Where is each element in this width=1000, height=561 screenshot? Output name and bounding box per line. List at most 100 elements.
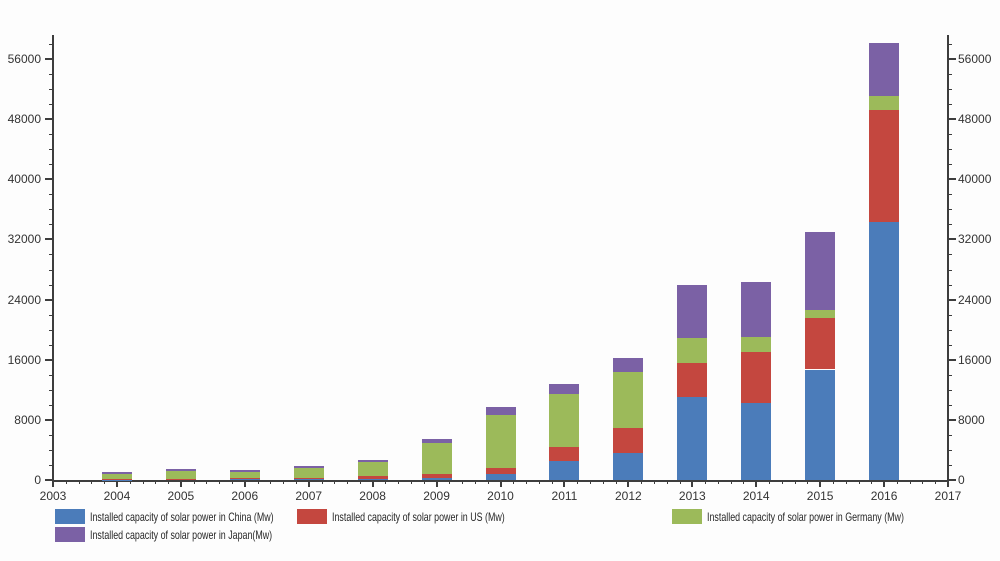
bar-segment-japan-2009 bbox=[421, 439, 452, 443]
x-major-tick bbox=[627, 480, 630, 487]
x-tick-label: 2004 bbox=[103, 489, 131, 503]
x-minor-tick bbox=[807, 480, 809, 484]
x-major-tick bbox=[243, 480, 246, 487]
y-minor-tick-right bbox=[948, 344, 952, 346]
y-minor-tick-left bbox=[49, 224, 53, 226]
y-axis-left bbox=[52, 35, 54, 482]
bar-segment-germany-2011 bbox=[549, 393, 580, 448]
x-tick-label: 2009 bbox=[423, 489, 450, 503]
y-minor-tick-right bbox=[948, 404, 952, 406]
y-minor-tick-right bbox=[948, 329, 952, 331]
bar-segment-germany-2015 bbox=[805, 309, 836, 319]
y-tick-label-left: 16000 bbox=[7, 352, 41, 367]
bar-segment-china-2007 bbox=[293, 479, 324, 480]
y-tick-label-right: 32000 bbox=[958, 232, 992, 247]
y-minor-tick-right bbox=[948, 269, 952, 271]
bar-segment-germany-2006 bbox=[229, 471, 260, 479]
y-tick-label-right: 24000 bbox=[958, 292, 992, 307]
y-tick-label-left: 56000 bbox=[7, 52, 41, 67]
bar-segment-japan-2004 bbox=[101, 471, 132, 474]
x-minor-tick bbox=[168, 480, 170, 484]
x-major-tick bbox=[499, 480, 502, 487]
bar-segment-us-2011 bbox=[549, 447, 580, 462]
bar-segment-germany-2014 bbox=[741, 336, 772, 353]
y-tick-label-right: 40000 bbox=[958, 172, 992, 187]
y-tick-label-right: 8000 bbox=[958, 412, 985, 427]
x-minor-tick bbox=[91, 480, 93, 484]
bar-segment-china-2009 bbox=[421, 477, 452, 480]
x-major-tick bbox=[307, 480, 310, 487]
x-minor-tick bbox=[935, 480, 937, 484]
y-minor-tick-right bbox=[948, 194, 952, 196]
bar-segment-us-2016 bbox=[869, 109, 900, 223]
y-minor-tick-left bbox=[49, 269, 53, 271]
x-minor-tick bbox=[832, 480, 834, 484]
x-minor-tick bbox=[679, 480, 681, 484]
x-tick-label: 2006 bbox=[231, 489, 259, 503]
x-minor-tick bbox=[794, 480, 796, 484]
y-minor-tick-left bbox=[49, 449, 53, 451]
x-minor-tick bbox=[142, 480, 144, 484]
x-minor-tick bbox=[871, 480, 873, 484]
x-minor-tick bbox=[769, 480, 770, 484]
bar-segment-germany-2009 bbox=[421, 442, 452, 475]
x-major-tick bbox=[819, 480, 822, 487]
x-tick-label: 2005 bbox=[167, 489, 195, 503]
bar-segment-us-2009 bbox=[421, 474, 452, 478]
y-minor-tick-right bbox=[948, 149, 952, 151]
x-minor-tick bbox=[590, 480, 591, 484]
x-tick-label: 2014 bbox=[742, 489, 770, 503]
y-minor-tick-right bbox=[948, 434, 952, 436]
x-minor-tick bbox=[398, 480, 400, 484]
x-minor-tick bbox=[896, 480, 898, 484]
y-minor-tick-right bbox=[948, 104, 952, 106]
legend-label-china: Installed capacity of solar power in Chi… bbox=[90, 510, 274, 524]
x-major-tick bbox=[115, 480, 118, 487]
y-tick-label-left: 8000 bbox=[14, 412, 41, 427]
y-minor-tick-left bbox=[49, 104, 53, 106]
bar-segment-us-2004 bbox=[101, 478, 132, 480]
bar-segment-germany-2013 bbox=[677, 338, 708, 364]
x-minor-tick bbox=[385, 480, 387, 484]
legend-label-us: Installed capacity of solar power in US … bbox=[332, 510, 505, 524]
x-minor-tick bbox=[334, 480, 336, 484]
bar-segment-us-2010 bbox=[485, 468, 516, 475]
x-minor-tick bbox=[487, 480, 489, 484]
bar-segment-us-2015 bbox=[805, 318, 836, 370]
y-tick-label-right: 16000 bbox=[958, 352, 992, 367]
y-major-tick-left bbox=[45, 479, 53, 481]
x-minor-tick bbox=[257, 480, 259, 484]
x-major-tick bbox=[371, 480, 374, 487]
bar-segment-us-2006 bbox=[229, 478, 260, 480]
x-minor-tick bbox=[219, 480, 221, 484]
bar-segment-us-2005 bbox=[165, 478, 196, 480]
x-minor-tick bbox=[104, 480, 106, 484]
x-minor-tick bbox=[411, 480, 412, 484]
y-tick-label-left: 0 bbox=[34, 473, 41, 487]
y-major-tick-left bbox=[45, 238, 53, 241]
bar-segment-china-2005 bbox=[165, 479, 196, 480]
x-minor-tick bbox=[922, 480, 924, 484]
x-minor-tick bbox=[730, 480, 732, 484]
y-minor-tick-left bbox=[49, 44, 53, 46]
x-major-tick bbox=[755, 480, 758, 487]
x-major-tick bbox=[179, 480, 182, 487]
x-minor-tick bbox=[78, 480, 80, 484]
x-tick-label: 2013 bbox=[678, 489, 706, 503]
x-minor-tick bbox=[462, 480, 464, 484]
x-minor-tick bbox=[449, 480, 451, 484]
bar-segment-china-2013 bbox=[677, 397, 708, 480]
y-tick-label-right: 0 bbox=[958, 473, 965, 487]
x-minor-tick bbox=[129, 480, 131, 484]
bar-segment-china-2016 bbox=[869, 222, 900, 480]
y-minor-tick-right bbox=[948, 134, 952, 136]
x-tick-label: 2011 bbox=[551, 489, 578, 503]
x-minor-tick bbox=[551, 480, 553, 484]
bar-segment-germany-2005 bbox=[165, 471, 196, 479]
y-major-tick-left bbox=[45, 418, 53, 421]
x-minor-tick bbox=[526, 480, 528, 484]
y-minor-tick-left bbox=[49, 344, 53, 346]
legend-label-germany: Installed capacity of solar power in Ger… bbox=[707, 510, 904, 524]
y-tick-label-right: 48000 bbox=[958, 112, 992, 127]
